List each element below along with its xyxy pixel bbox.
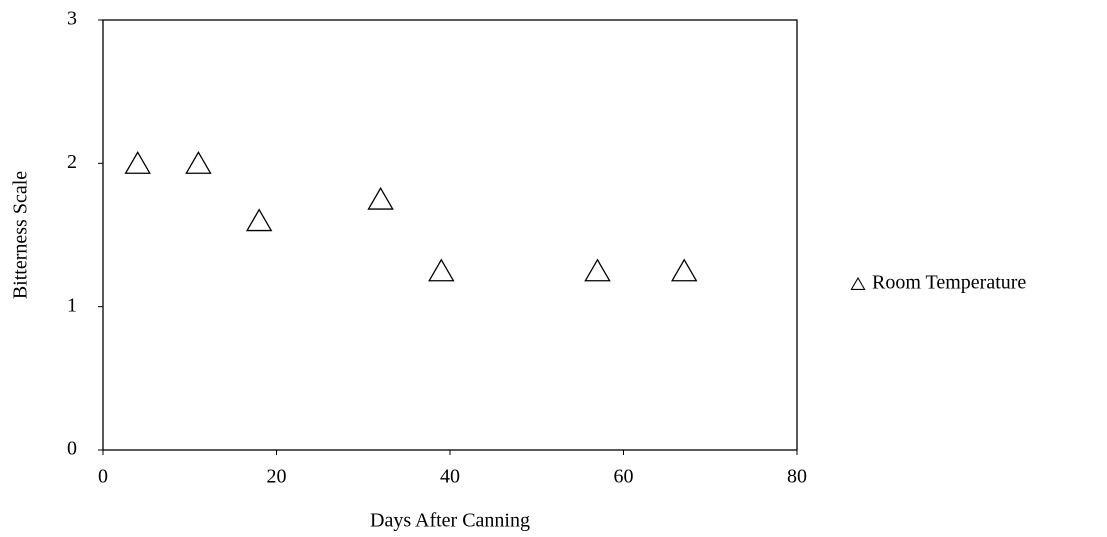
y-tick-label: 2 xyxy=(67,151,77,173)
y-tick-label: 3 xyxy=(67,8,77,30)
legend-marker xyxy=(850,276,866,290)
legend-label: Room Temperature xyxy=(872,272,1026,294)
scatter-point xyxy=(185,151,212,174)
y-axis-label: Bitterness Scale xyxy=(10,171,32,299)
scatter-point xyxy=(124,151,151,174)
y-tick-label: 0 xyxy=(67,438,77,460)
scatter-point xyxy=(245,208,273,232)
y-tick-label: 1 xyxy=(67,294,77,316)
x-tick-label: 80 xyxy=(787,466,807,488)
x-tick-label: 60 xyxy=(614,466,634,488)
scatter-point xyxy=(670,258,698,282)
x-axis-label: Days After Canning xyxy=(370,510,530,532)
scatter-point xyxy=(367,186,394,210)
scatter-point xyxy=(584,258,611,282)
plot-frame xyxy=(102,19,798,451)
x-tick-label: 0 xyxy=(98,466,108,488)
x-tick-label: 20 xyxy=(267,466,287,488)
scatter-point xyxy=(428,258,455,282)
x-tick-label: 40 xyxy=(440,466,460,488)
